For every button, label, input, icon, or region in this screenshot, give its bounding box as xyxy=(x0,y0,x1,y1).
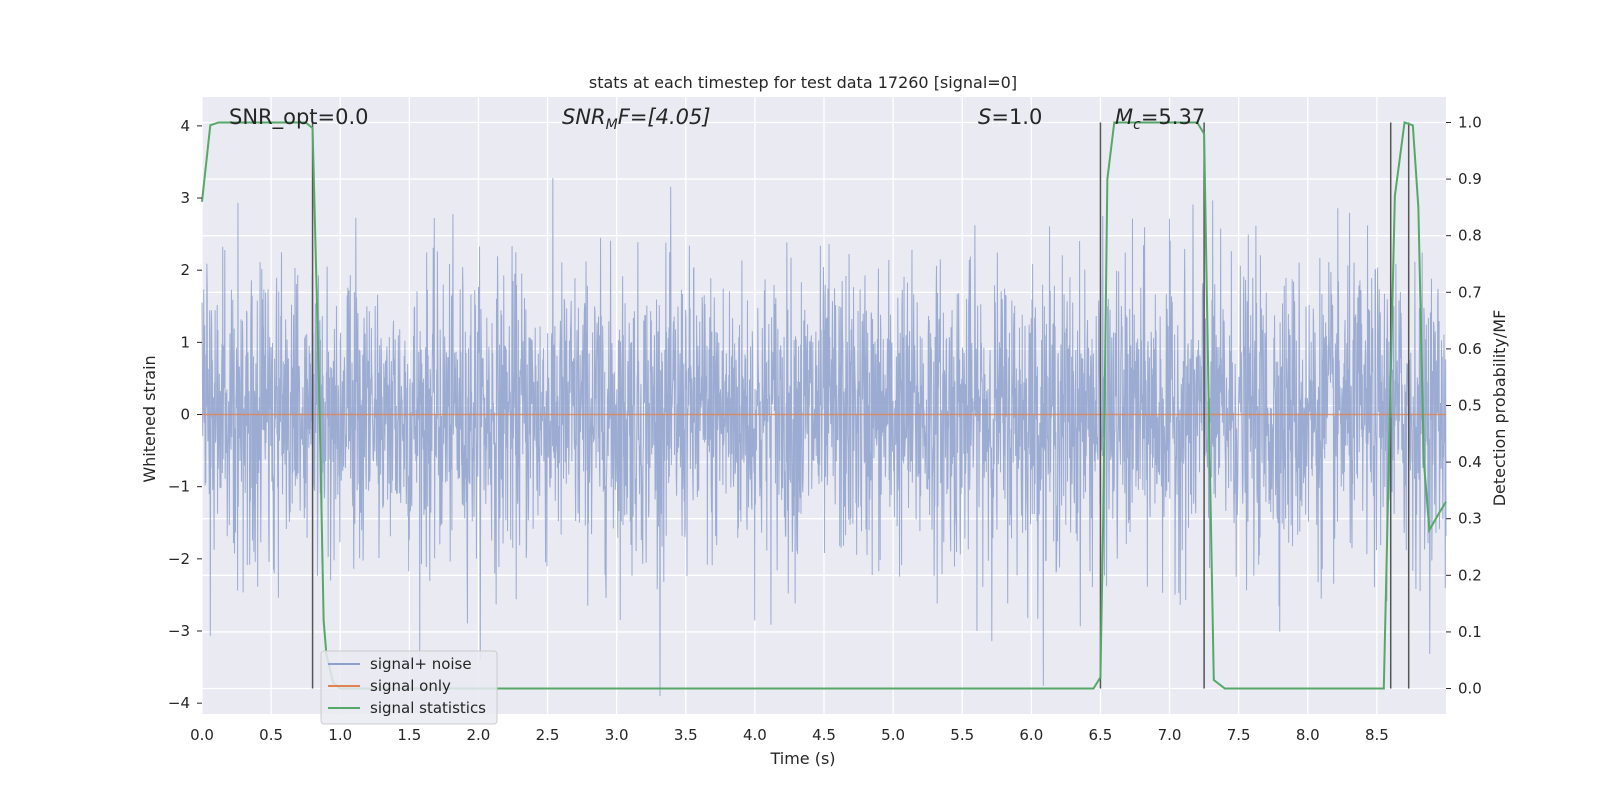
y2-axis-ticks: 1.0 0.9 0.8 0.7 0.6 0.5 0.4 0.3 0.2 0.1 0.0 xyxy=(1446,113,1482,698)
annotation-snr-opt: SNR_opt=0.0 xyxy=(229,105,369,130)
x-tick-label: 1.5 xyxy=(397,726,421,744)
signal-statistics-line xyxy=(201,121,1447,690)
annotation-mc-var: M xyxy=(1115,105,1133,129)
annotation-snr-mf: SNRMF=[4.05] xyxy=(562,105,711,133)
x-tick-label: 3.5 xyxy=(674,726,698,744)
x-tick-label: 2.0 xyxy=(467,726,491,744)
legend-label-signal-statistics: signal statistics xyxy=(370,699,486,717)
y-tick-label: −4 xyxy=(168,694,190,712)
x-tick-label: 0.0 xyxy=(190,726,214,744)
chart-title: stats at each timestep for test data 172… xyxy=(589,73,1017,92)
x-tick-label: 5.5 xyxy=(950,726,974,744)
x-tick-label: 8.5 xyxy=(1365,726,1389,744)
x-tick-label: 4.5 xyxy=(812,726,836,744)
x-tick-label: 4.0 xyxy=(743,726,767,744)
x-tick-label: 7.0 xyxy=(1158,726,1182,744)
series-signal-statistics xyxy=(201,121,1447,690)
y-tick-label: −1 xyxy=(168,478,190,496)
annotation-mc: Mc=5.37 xyxy=(1115,105,1205,133)
annotation-snr-mf-base: SNR xyxy=(562,105,606,129)
y2-tick-label: 0.0 xyxy=(1458,680,1482,698)
y-tick-label: 4 xyxy=(180,117,190,135)
y-axis-ticks: 4 3 2 1 0 −1 −2 −3 −4 xyxy=(168,117,202,712)
legend-label-signal-only: signal only xyxy=(370,677,451,695)
x-axis-ticks: 0.0 0.5 1.0 1.5 2.0 2.5 3.0 3.5 4.0 4.5 5.0 5.5 6.0 6… xyxy=(190,726,1389,744)
y-tick-label: 3 xyxy=(180,189,190,207)
x-tick-label: 0.5 xyxy=(259,726,283,744)
y2-tick-label: 0.3 xyxy=(1458,510,1482,528)
y-axis-label: Whitened strain xyxy=(140,355,159,482)
y2-tick-label: 0.5 xyxy=(1458,397,1482,415)
y-tick-label: 1 xyxy=(180,333,190,351)
y2-axis-label: Detection probability/MF xyxy=(1490,310,1509,507)
y-tick-label: −2 xyxy=(168,550,190,568)
y2-tick-label: 0.8 xyxy=(1458,227,1482,245)
y2-tick-label: 0.6 xyxy=(1458,340,1482,358)
annotation-s-var: S xyxy=(978,105,991,129)
series-signal-noise xyxy=(201,178,1447,696)
annotation-mc-rest: =5.37 xyxy=(1141,105,1205,129)
x-axis-label: Time (s) xyxy=(769,749,835,768)
y2-tick-label: 0.2 xyxy=(1458,566,1482,584)
annotation-snr-mf-rest: F=[4.05] xyxy=(618,105,711,129)
annotation-s: S=1.0 xyxy=(978,105,1042,129)
x-tick-label: 2.5 xyxy=(536,726,560,744)
legend: signal+ noise signal only signal statist… xyxy=(320,650,498,725)
legend-label-signal-noise: signal+ noise xyxy=(370,655,472,673)
legend-box xyxy=(320,650,498,725)
annotation-s-rest: =1.0 xyxy=(991,105,1042,129)
x-tick-label: 7.5 xyxy=(1227,726,1251,744)
x-tick-label: 6.0 xyxy=(1019,726,1043,744)
y-tick-label: −3 xyxy=(168,622,190,640)
annotation-snr-mf-sub: M xyxy=(606,117,618,133)
y2-tick-label: 1.0 xyxy=(1458,113,1482,131)
x-tick-label: 5.0 xyxy=(881,726,905,744)
annotation-mc-sub: c xyxy=(1133,117,1141,133)
x-tick-label: 3.0 xyxy=(605,726,629,744)
y2-tick-label: 0.9 xyxy=(1458,170,1482,188)
y2-tick-label: 0.7 xyxy=(1458,283,1482,301)
y2-tick-label: 0.4 xyxy=(1458,453,1482,471)
y-tick-label: 0 xyxy=(180,406,190,424)
x-tick-label: 8.0 xyxy=(1296,726,1320,744)
x-tick-label: 1.0 xyxy=(328,726,352,744)
y2-tick-label: 0.1 xyxy=(1458,623,1482,641)
noise-line xyxy=(201,178,1447,696)
y-tick-label: 2 xyxy=(180,261,190,279)
x-tick-label: 6.5 xyxy=(1089,726,1113,744)
